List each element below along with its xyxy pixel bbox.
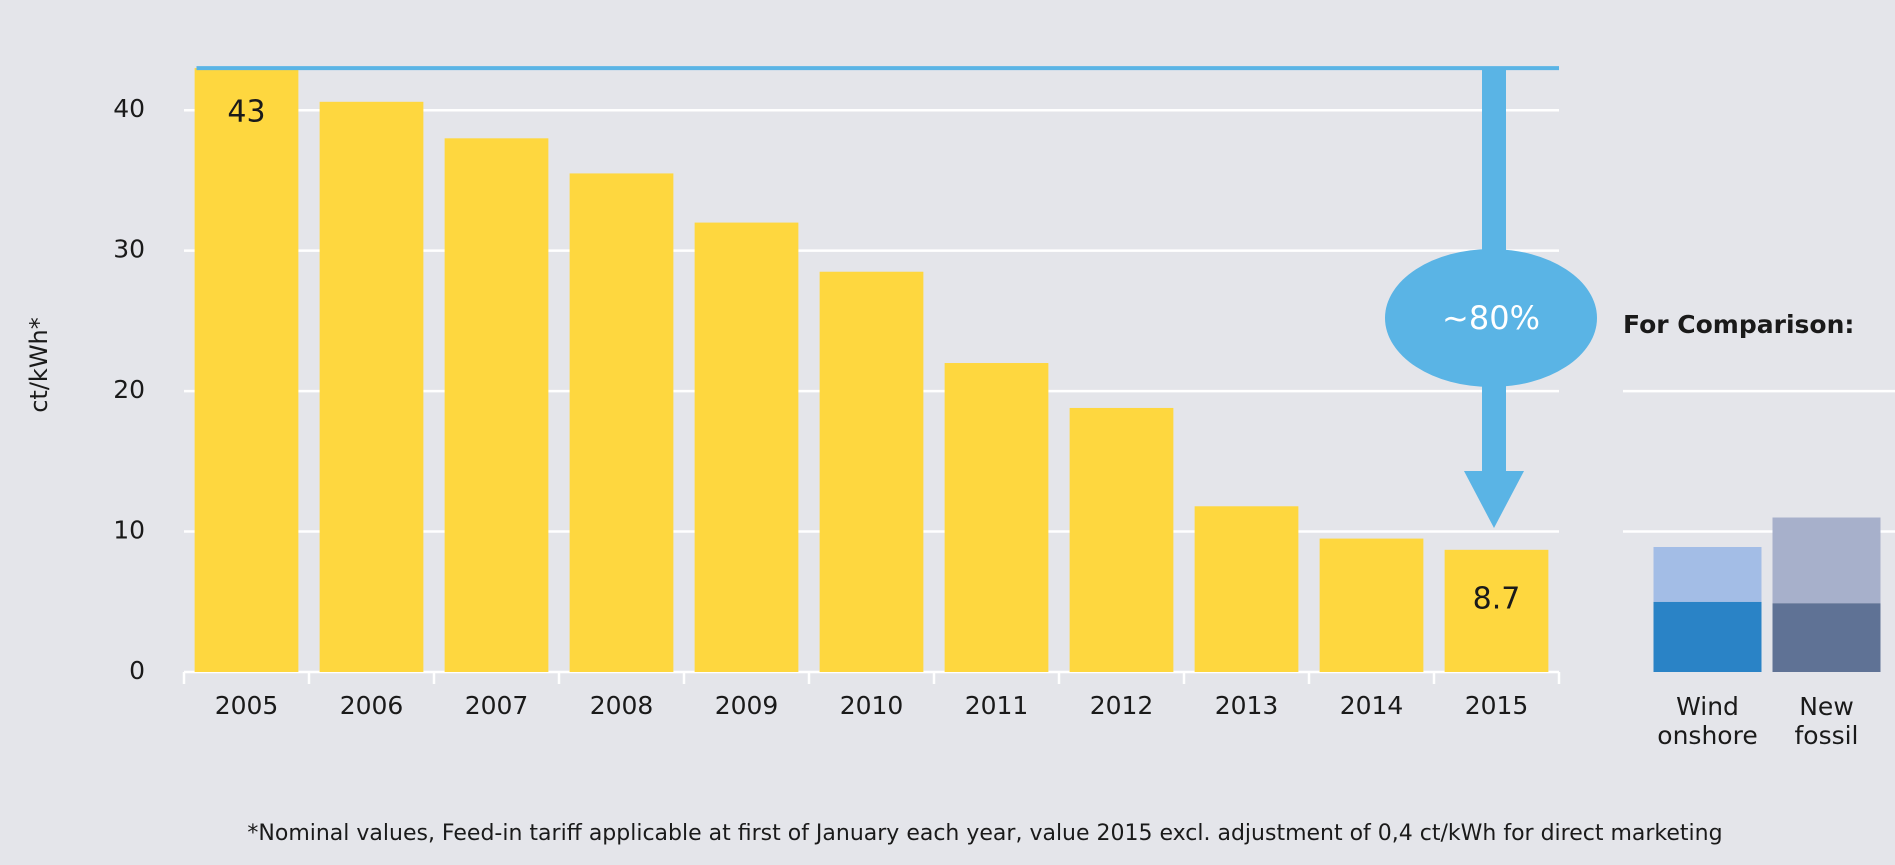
x-tick-label: 2007 [465, 691, 529, 720]
y-tick-label: 20 [113, 375, 145, 404]
bar [694, 222, 799, 673]
x-tick-label: 2010 [840, 691, 904, 720]
bar [1069, 407, 1174, 672]
y-tick-label: 0 [129, 656, 145, 685]
bar [819, 271, 924, 672]
bar-segment [1653, 547, 1762, 602]
bar-segment [1772, 517, 1881, 604]
x-tick-label: 2015 [1465, 691, 1529, 720]
x-tick-label: 2006 [340, 691, 404, 720]
bar [1319, 538, 1424, 672]
y-tick-label: 30 [113, 235, 145, 264]
annotation-bubble [1385, 249, 1597, 387]
bar [319, 101, 424, 673]
bar [1194, 506, 1299, 672]
bar-segment [1653, 601, 1762, 672]
x-tick-label: 2013 [1215, 691, 1279, 720]
x-tick-label: 2011 [965, 691, 1029, 720]
bar [194, 68, 299, 673]
arrow-head [1464, 471, 1524, 528]
x-tick-label: 2014 [1340, 691, 1404, 720]
bar [944, 363, 1049, 672]
y-tick-label: 10 [113, 516, 145, 545]
annotation: ~80% [1442, 299, 1540, 337]
bar [1444, 549, 1549, 672]
data-label: 43 [227, 95, 265, 130]
x-tick-label: 2008 [590, 691, 654, 720]
bar-segment [1772, 603, 1881, 672]
x-tick-label: 2012 [1090, 691, 1154, 720]
x-tick-label: Wind onshore [1657, 692, 1758, 750]
x-tick-label: 2009 [715, 691, 779, 720]
y-axis-label: ct/kWh* [25, 317, 53, 413]
bar [569, 173, 674, 672]
x-tick-label: New fossil [1794, 692, 1859, 750]
footnote: *Nominal values, Feed-in tariff applicab… [247, 821, 1722, 846]
y-tick-label: 40 [113, 94, 145, 123]
comparison-title: For Comparison: [1623, 310, 1854, 339]
bar [444, 138, 549, 673]
x-tick-label: 2005 [215, 691, 279, 720]
data-label: 8.7 [1473, 582, 1521, 617]
